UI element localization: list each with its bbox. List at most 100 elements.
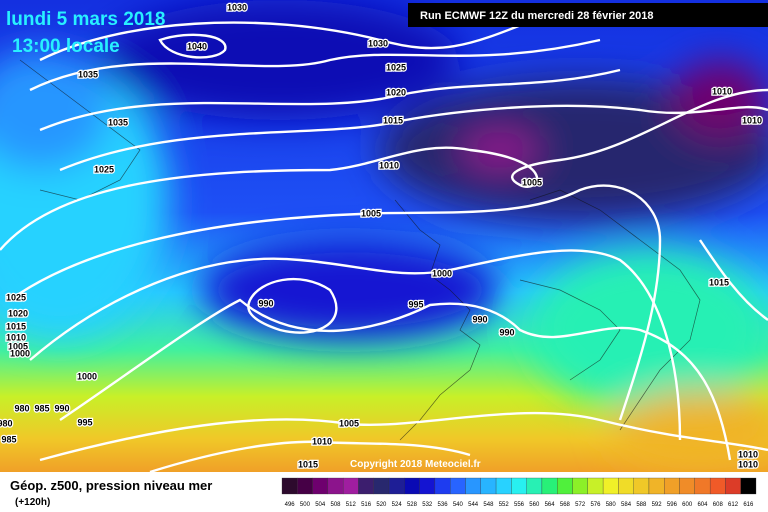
scale-swatch [709,477,726,495]
isobar-label: 990 [258,298,273,308]
scale-label: 532 [422,502,433,508]
isobar-label: 1015 [6,321,26,331]
scale-swatch [495,477,512,495]
scale-label: 592 [652,502,663,508]
isobar-label: 1020 [386,87,406,97]
scale-swatch [480,477,497,495]
run-info: Run ECMWF 12Z du mercredi 28 février 201… [420,10,654,22]
isobar-label: 1030 [227,2,247,12]
isobar-label: 990 [499,327,514,337]
isobar-label: 1015 [298,459,318,469]
scale-label: 544 [468,502,479,508]
scale-label: 596 [667,502,678,508]
isobar-label: 1010 [379,160,399,170]
scale-swatch [327,477,344,495]
scale-swatch [648,477,665,495]
isobar-label: 1035 [108,117,128,127]
scale-label: 564 [545,502,556,508]
scale-swatch [557,477,573,495]
scale-swatch [587,477,604,495]
scale-label: 520 [376,502,387,508]
scale-label: 580 [606,502,617,508]
isobar-label: 1010 [712,86,732,96]
scale-swatch [725,477,741,495]
scale-swatch [373,477,390,495]
scale-swatch [281,477,298,495]
isobar-label: 985 [34,403,49,413]
copyright: Copyright 2018 Meteociel.fr [350,459,481,470]
isobar-label: 990 [54,403,69,413]
scale-swatch [388,477,405,495]
scale-label: 588 [636,502,647,508]
isobar-label: 1010 [738,449,758,459]
isobar-label: 1005 [522,177,542,187]
scale-swatch [419,477,436,495]
isobar-label: 1000 [77,371,97,381]
isobars [0,8,768,474]
scale-swatch [297,477,313,495]
isobar-label: 985 [1,434,16,444]
run-box [408,3,768,27]
isobar-label: 1010 [6,332,26,342]
scale-label: 524 [392,502,403,508]
isobar-label: 1015 [709,277,729,287]
scale-label: 548 [483,502,494,508]
scale-label: 540 [453,502,464,508]
scale-swatch [618,477,634,495]
scale-label: 612 [728,502,739,508]
scale-label: 576 [590,502,601,508]
scale-label: 568 [560,502,571,508]
scale-swatch [450,477,466,495]
scale-swatch [572,477,588,495]
isobar-label: 1025 [94,164,114,174]
isobar-label: 1025 [6,292,26,302]
scale-label: 552 [499,502,510,508]
scale-swatch [511,477,527,495]
scale-swatch [343,477,359,495]
scale-swatch [541,477,558,495]
scale-swatch [465,477,481,495]
scale-label: 500 [300,502,311,508]
scale-swatch [740,477,757,495]
scale-label: 504 [315,502,326,508]
color-scale: 496 500 504 508 512 516 520 524 528 532 536 540 544 5… [281,477,757,508]
isobar-label: 990 [472,314,487,324]
scale-swatch [358,477,374,495]
scale-label: 608 [713,502,724,508]
scale-swatch [664,477,680,495]
isobar-label: 1005 [339,418,359,428]
isobar-label: 1020 [8,308,28,318]
map-time: 13:00 locale [12,36,120,57]
scale-label: 516 [361,502,372,508]
footer-title: Géop. z500, pression niveau mer [10,478,212,493]
isobar-label: 1010 [738,459,758,469]
scale-swatch [679,477,695,495]
scale-label: 616 [743,502,754,508]
isobar-label: 1010 [312,436,332,446]
scale-swatch [404,477,420,495]
scale-swatch [434,477,451,495]
scale-swatch [694,477,711,495]
scale-label: 584 [621,502,632,508]
isobar-label: 1035 [78,69,98,79]
footer-lead: (+120h) [15,497,50,508]
isobar-label: 1025 [386,62,406,72]
isobar-label: 980 [0,418,13,428]
scale-label: 512 [346,502,357,508]
scale-label: 604 [697,502,708,508]
isobar-label: 1005 [8,341,28,351]
scale-label: 572 [575,502,586,508]
scale-label: 560 [529,502,540,508]
scale-label: 508 [331,502,342,508]
isobar-label: 995 [408,299,423,309]
isobar-label: 1015 [383,115,403,125]
scale-label: 536 [438,502,449,508]
scale-swatch [312,477,329,495]
scale-swatch [526,477,543,495]
scale-swatch [633,477,650,495]
isobar-label: 980 [14,403,29,413]
isobar-label: 1010 [742,115,762,125]
scale-label: 556 [514,502,525,508]
